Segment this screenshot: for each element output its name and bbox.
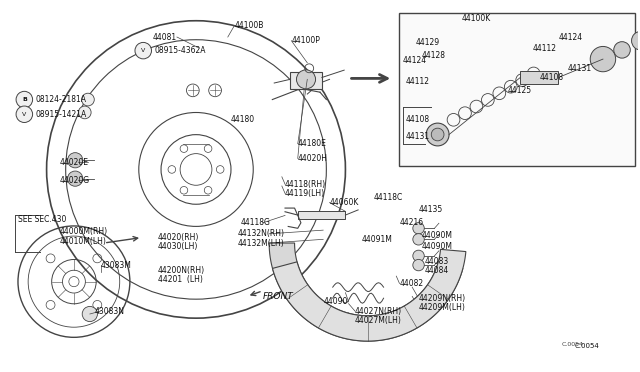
Text: 44135: 44135 bbox=[419, 205, 443, 214]
Ellipse shape bbox=[81, 93, 94, 106]
Text: 44083: 44083 bbox=[425, 257, 449, 266]
Ellipse shape bbox=[413, 259, 424, 271]
Bar bbox=[399, 13, 635, 166]
Text: FRONT: FRONT bbox=[263, 292, 294, 301]
Text: 44125: 44125 bbox=[508, 86, 532, 95]
Text: 44082: 44082 bbox=[399, 279, 424, 288]
Text: 44124: 44124 bbox=[559, 32, 582, 42]
Text: V: V bbox=[22, 112, 26, 117]
Text: 44200N(RH): 44200N(RH) bbox=[158, 266, 205, 275]
Text: 44180: 44180 bbox=[231, 115, 255, 124]
Text: 44131: 44131 bbox=[568, 64, 592, 73]
Ellipse shape bbox=[16, 106, 33, 122]
Ellipse shape bbox=[135, 42, 152, 59]
Ellipse shape bbox=[413, 234, 424, 245]
Text: SEE SEC.430: SEE SEC.430 bbox=[18, 215, 67, 224]
Text: 44081: 44081 bbox=[152, 32, 176, 42]
Text: 44118(RH): 44118(RH) bbox=[285, 180, 326, 189]
Text: 44129: 44129 bbox=[415, 38, 440, 47]
Text: 44216: 44216 bbox=[399, 218, 424, 227]
Ellipse shape bbox=[68, 153, 83, 168]
Text: 44108: 44108 bbox=[540, 73, 563, 82]
Text: 44132N(RH): 44132N(RH) bbox=[237, 229, 284, 238]
Text: 44000M(RH): 44000M(RH) bbox=[60, 228, 108, 237]
Text: 44100B: 44100B bbox=[234, 22, 264, 31]
Text: 44209N(RH): 44209N(RH) bbox=[419, 294, 466, 303]
Text: 44108: 44108 bbox=[406, 115, 430, 124]
Text: 44090M: 44090M bbox=[422, 231, 452, 240]
Text: 44112: 44112 bbox=[533, 44, 557, 52]
Ellipse shape bbox=[68, 171, 83, 186]
Ellipse shape bbox=[413, 222, 424, 234]
Text: 43083N: 43083N bbox=[94, 307, 124, 315]
Ellipse shape bbox=[78, 106, 91, 119]
Text: 44020E: 44020E bbox=[60, 158, 88, 167]
Ellipse shape bbox=[16, 92, 33, 108]
Text: 44010M(LH): 44010M(LH) bbox=[60, 237, 106, 246]
Text: C.0054: C.0054 bbox=[574, 343, 599, 349]
Polygon shape bbox=[269, 243, 463, 341]
Text: 08124-2181A: 08124-2181A bbox=[35, 95, 86, 104]
Text: 44020G: 44020G bbox=[60, 176, 90, 185]
Text: 08915-4362A: 08915-4362A bbox=[154, 46, 205, 55]
Ellipse shape bbox=[632, 31, 640, 50]
Bar bbox=[520, 71, 559, 84]
Text: 44119(LH): 44119(LH) bbox=[285, 189, 325, 198]
Text: 44100P: 44100P bbox=[291, 36, 320, 45]
Text: C.0054: C.0054 bbox=[562, 341, 584, 347]
Text: 44020H: 44020H bbox=[298, 154, 328, 163]
Ellipse shape bbox=[426, 123, 449, 146]
Text: 44090: 44090 bbox=[323, 297, 348, 307]
Ellipse shape bbox=[590, 46, 616, 72]
Text: 08915-1421A: 08915-1421A bbox=[35, 110, 86, 119]
Text: 44100K: 44100K bbox=[461, 14, 490, 23]
Text: 44027N(RH): 44027N(RH) bbox=[355, 307, 402, 315]
Ellipse shape bbox=[82, 307, 97, 322]
Text: 44020(RH): 44020(RH) bbox=[158, 233, 199, 242]
Text: 44128: 44128 bbox=[422, 51, 445, 60]
Bar bbox=[298, 211, 346, 219]
Text: 44201  (LH): 44201 (LH) bbox=[158, 275, 203, 284]
Polygon shape bbox=[273, 249, 466, 341]
Bar bbox=[290, 72, 322, 89]
Text: V: V bbox=[141, 48, 145, 53]
Text: 44118G: 44118G bbox=[241, 218, 270, 227]
Text: 44118C: 44118C bbox=[374, 193, 403, 202]
Text: 44090M: 44090M bbox=[422, 242, 452, 251]
Ellipse shape bbox=[296, 70, 316, 89]
Text: 44084: 44084 bbox=[425, 266, 449, 275]
Text: 44209M(LH): 44209M(LH) bbox=[419, 303, 465, 312]
Text: 44027M(LH): 44027M(LH) bbox=[355, 316, 402, 325]
Ellipse shape bbox=[431, 128, 444, 141]
Text: B: B bbox=[22, 97, 27, 102]
Text: 43083M: 43083M bbox=[100, 260, 131, 270]
Text: 44060K: 44060K bbox=[330, 198, 359, 207]
Text: 44131: 44131 bbox=[406, 132, 430, 141]
Ellipse shape bbox=[614, 42, 630, 58]
Ellipse shape bbox=[413, 250, 424, 262]
Text: 44180E: 44180E bbox=[298, 139, 326, 148]
Text: 44124: 44124 bbox=[403, 57, 427, 65]
Text: 44112: 44112 bbox=[406, 77, 430, 86]
Text: 44132M(LH): 44132M(LH) bbox=[237, 238, 284, 247]
Text: 44091M: 44091M bbox=[362, 235, 392, 244]
Text: 44030(LH): 44030(LH) bbox=[158, 242, 198, 251]
